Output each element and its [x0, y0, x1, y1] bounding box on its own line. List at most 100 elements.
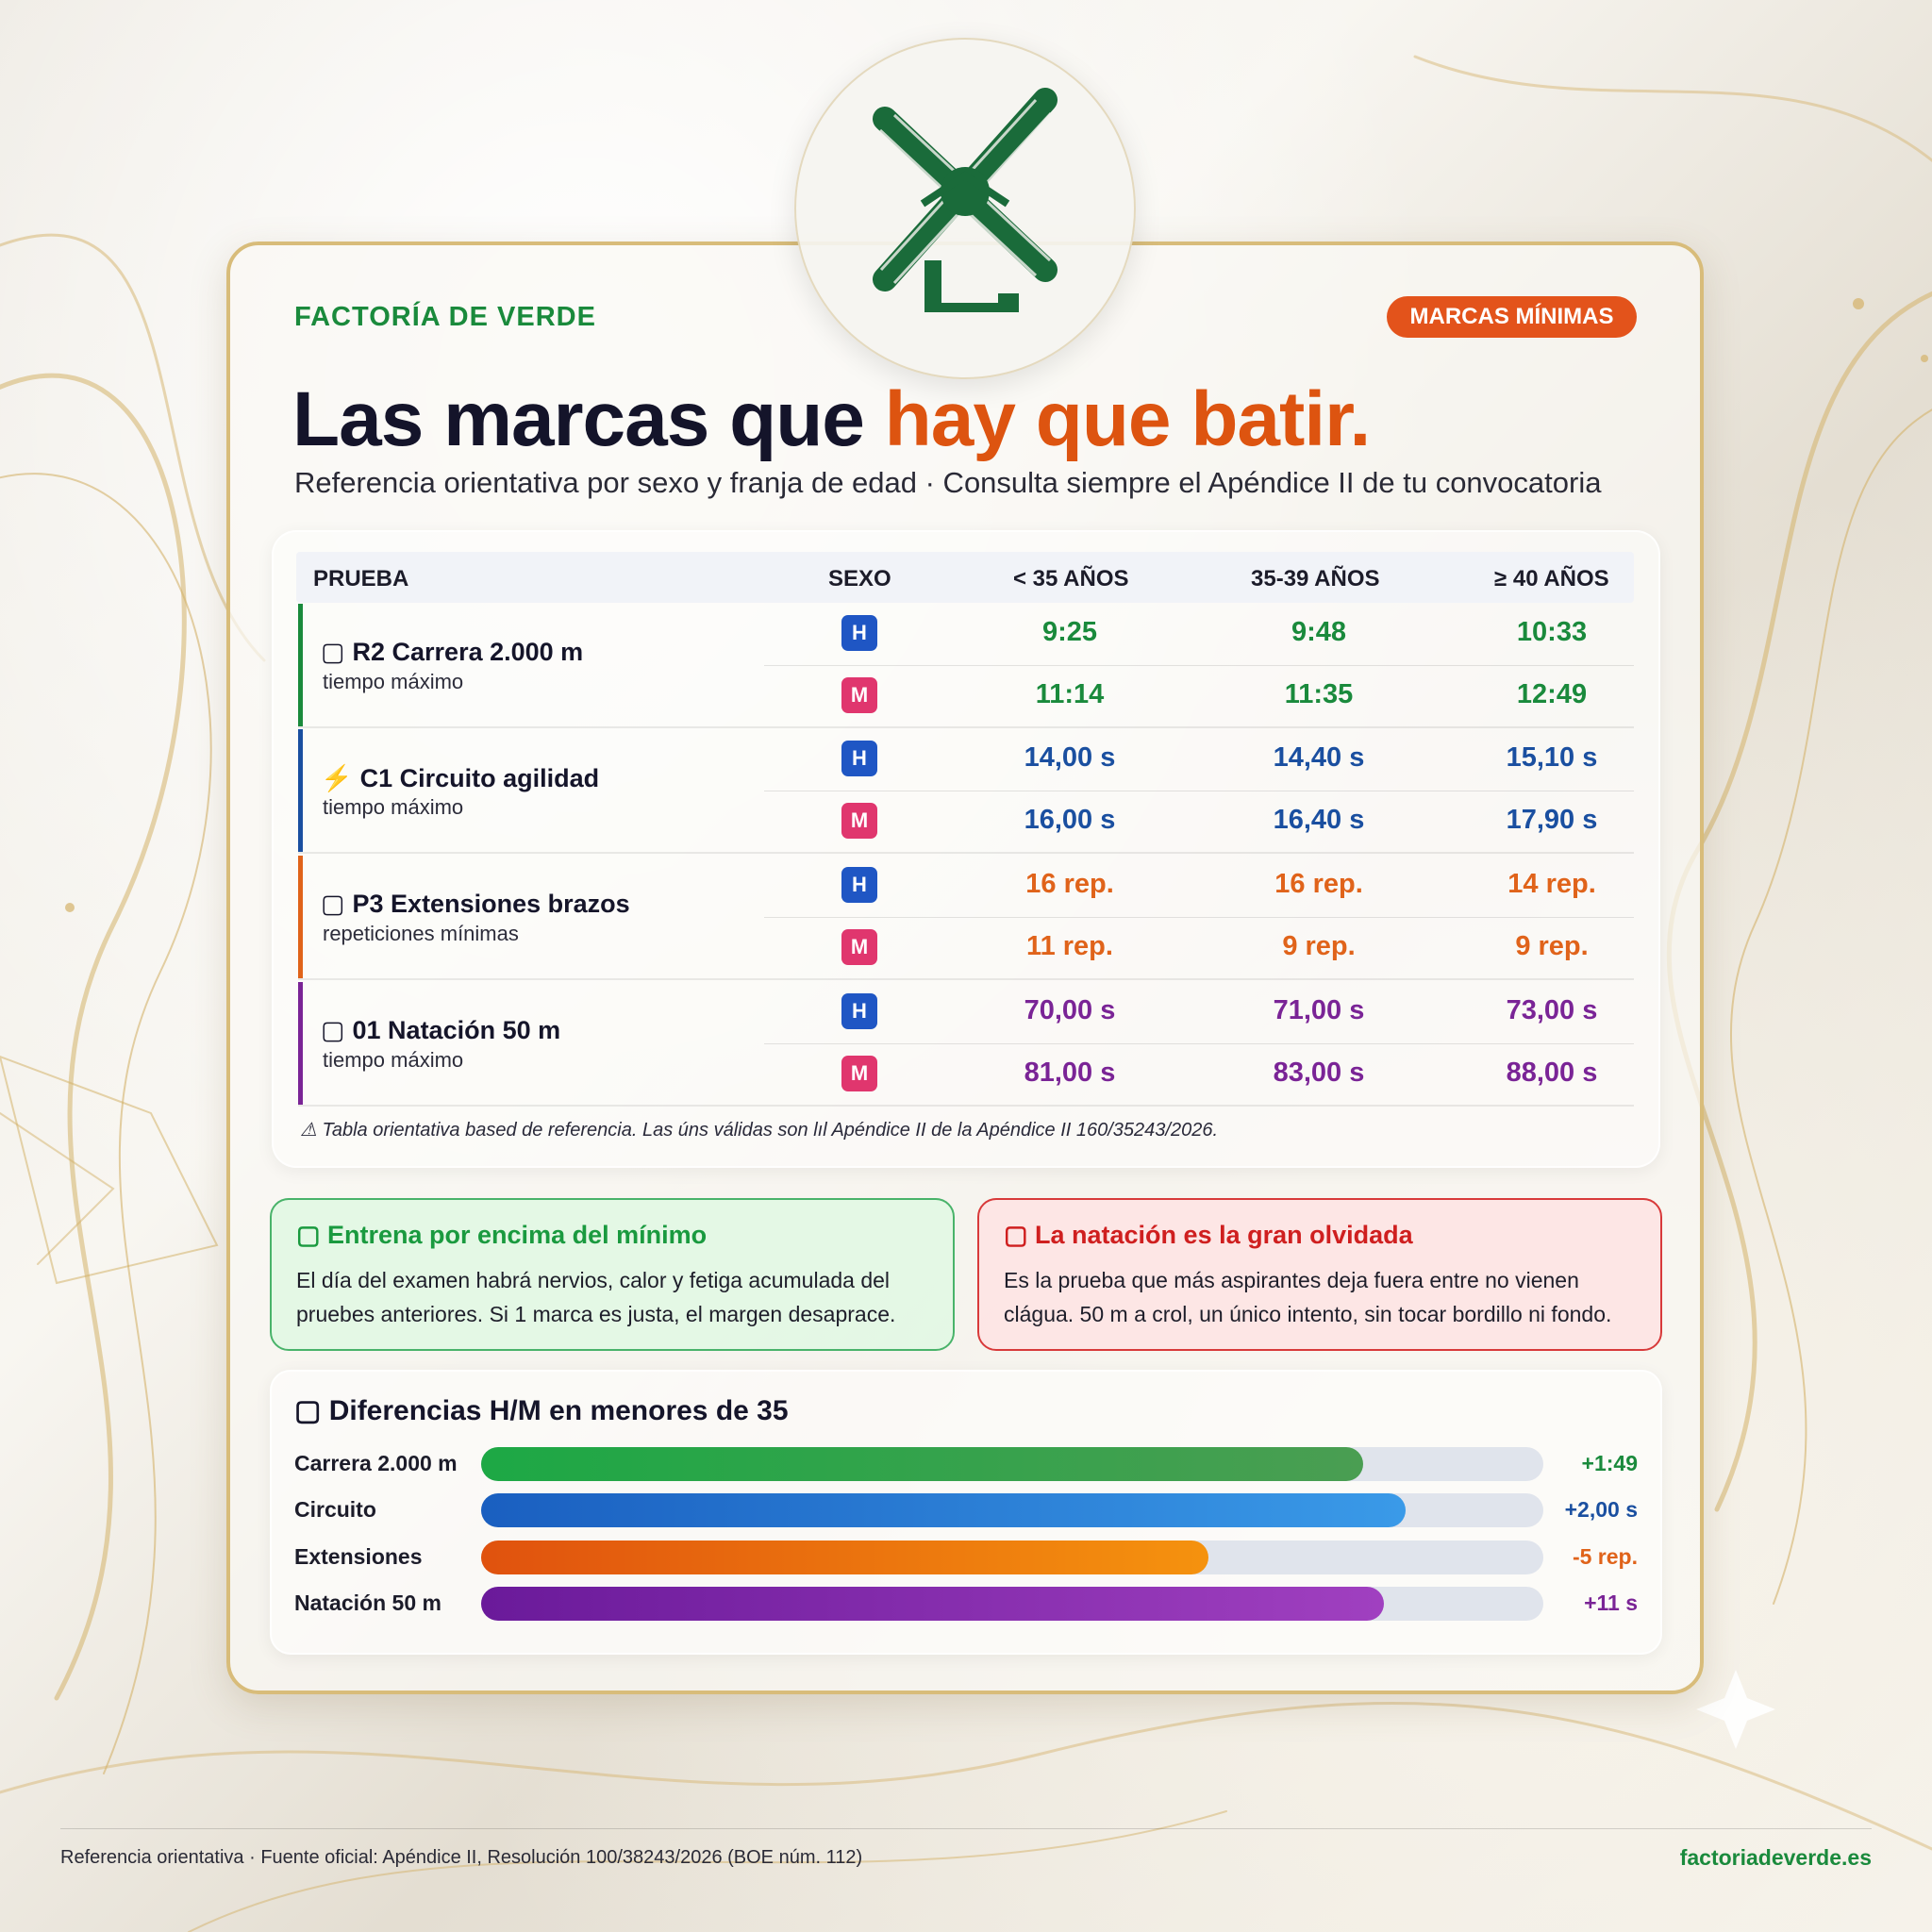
sparkle-icon — [1696, 1670, 1775, 1749]
sex-badge-female: M — [841, 677, 877, 713]
group-divider — [298, 1105, 1634, 1107]
row-divider — [764, 1043, 1634, 1044]
sex-badge-male: H — [841, 615, 877, 651]
difference-row: Natación 50 m +11 s — [294, 1585, 1638, 1623]
differences-icon: ▢ — [294, 1395, 329, 1426]
table-header: PRUEBA SEXO < 35 AÑOS 35-39 AÑOS ≥ 40 AÑ… — [296, 552, 1634, 603]
mark-value: 12:49 — [1516, 679, 1588, 709]
mark-value: 70,00 s — [1024, 995, 1116, 1025]
sex-badge-female: M — [841, 1056, 877, 1091]
footer-source: Referencia orientativa · Fuente oficial:… — [60, 1847, 863, 1868]
table-group: ▢ 01 Natación 50 m tiempo máximo H 70,00 s 71… — [298, 982, 1634, 1107]
difference-value: +2,00 s — [1564, 1497, 1638, 1522]
page-subtitle: Referencia orientativa por sexo y franja… — [294, 466, 1602, 499]
mark-value: 88,00 s — [1506, 1058, 1598, 1088]
row-divider — [764, 917, 1634, 918]
footer-divider — [60, 1828, 1872, 1829]
difference-fill — [481, 1587, 1384, 1621]
difference-row: Extensiones -5 rep. — [294, 1539, 1638, 1576]
sex-badge-male: H — [841, 741, 877, 776]
tip-body: Es la prueba que más aspirantes deja fue… — [1004, 1268, 1612, 1326]
difference-row: Carrera 2.000 m +1:49 — [294, 1445, 1638, 1483]
header-sexo: SEXO — [828, 566, 891, 591]
header-under-35: < 35 AÑOS — [1013, 566, 1129, 591]
mark-value: 9 rep. — [1515, 931, 1589, 961]
group-color-bar — [298, 982, 303, 1105]
mark-value: 17,90 s — [1506, 805, 1598, 835]
difference-track — [481, 1541, 1543, 1574]
mark-value: 16,00 s — [1024, 805, 1116, 835]
test-criterion: repeticiones mínimas — [323, 922, 519, 945]
difference-fill — [481, 1447, 1363, 1481]
difference-fill — [481, 1493, 1406, 1527]
brand-name: FACTORÍA DE VERDE — [294, 302, 596, 332]
difference-track — [481, 1447, 1543, 1481]
test-criterion: tiempo máximo — [323, 670, 464, 693]
mark-value: 16 rep. — [1274, 869, 1363, 899]
tip-swimming-forgotten: ▢ La natación es la gran olvidada Es la … — [977, 1198, 1662, 1351]
marks-table-panel — [272, 530, 1660, 1168]
difference-track — [481, 1587, 1543, 1621]
header-35-39: 35-39 AÑOS — [1251, 566, 1380, 591]
difference-track — [481, 1493, 1543, 1527]
tip-body: El día del examen habrá nervios, calor y… — [296, 1268, 896, 1326]
sex-badge-female: M — [841, 803, 877, 839]
windmill-logo — [794, 38, 1136, 379]
group-color-bar — [298, 856, 303, 978]
difference-value: -5 rep. — [1572, 1544, 1638, 1569]
difference-label: Carrera 2.000 m — [294, 1451, 458, 1475]
mark-value: 16,40 s — [1273, 805, 1365, 835]
tip-train-above-minimum: ▢ Entrena por encima del mínimo El día d… — [270, 1198, 955, 1351]
sex-badge-male: H — [841, 993, 877, 1029]
header-40-plus: ≥ 40 AÑOS — [1494, 566, 1609, 591]
difference-label: Circuito — [294, 1497, 376, 1522]
test-criterion: tiempo máximo — [323, 1048, 464, 1072]
mark-value: 14,40 s — [1273, 742, 1365, 773]
mark-value: 11:35 — [1284, 679, 1354, 709]
difference-value: +11 s — [1584, 1591, 1638, 1615]
mark-value: 14 rep. — [1507, 869, 1596, 899]
mark-value: 15,10 s — [1506, 742, 1598, 773]
group-divider — [298, 852, 1634, 854]
group-divider — [298, 978, 1634, 980]
tip-title: ▢ La natación es la gran olvidada — [1004, 1221, 1413, 1249]
mark-value: 14,00 s — [1024, 742, 1116, 773]
footer-website-link[interactable]: factoriadeverde.es — [1679, 1845, 1872, 1870]
windmill-logo-icon — [873, 88, 1058, 312]
table-disclaimer: ⚠ Tabla orientativa based de referencia.… — [300, 1120, 1219, 1141]
sex-badge-female: M — [841, 929, 877, 965]
test-name: ▢ 01 Natación 50 m — [321, 1016, 561, 1044]
mark-value: 16 rep. — [1025, 869, 1114, 899]
tip-icon: ▢ — [1004, 1221, 1036, 1249]
mark-value: 83,00 s — [1273, 1058, 1365, 1088]
page-title: Las marcas que hay que batir. — [292, 375, 1372, 464]
table-group: ▢ R2 Carrera 2.000 m tiempo máximo H 9:25 9:4… — [298, 604, 1634, 728]
difference-label: Extensiones — [294, 1544, 423, 1569]
test-icon: ▢ — [321, 890, 345, 918]
difference-value: +1:49 — [1581, 1451, 1638, 1475]
test-icon: ▢ — [321, 638, 345, 666]
mark-value: 81,00 s — [1024, 1058, 1116, 1088]
mark-value: 11:14 — [1035, 679, 1105, 709]
group-color-bar — [298, 604, 303, 726]
test-name: ▢ R2 Carrera 2.000 m — [321, 638, 584, 666]
mark-value: 73,00 s — [1506, 995, 1598, 1025]
sex-badge-male: H — [841, 867, 877, 903]
category-badge: MARCAS MÍNIMAS — [1387, 296, 1637, 338]
mark-value: 9:25 — [1041, 617, 1098, 647]
table-group: ▢ P3 Extensiones brazos repeticiones mínim… — [298, 856, 1634, 980]
mark-value: 9 rep. — [1282, 931, 1356, 961]
mark-value: 9:48 — [1291, 617, 1347, 647]
header-prueba: PRUEBA — [313, 566, 409, 591]
group-divider — [298, 726, 1634, 728]
title-accent: hay que batir. — [884, 376, 1372, 462]
test-criterion: tiempo máximo — [323, 795, 464, 819]
mark-value: 71,00 s — [1273, 995, 1365, 1025]
tip-title: ▢ Entrena por encima del mínimo — [296, 1221, 708, 1249]
row-divider — [764, 665, 1634, 666]
differences-title: ▢ Diferencias H/M en menores de 35 — [294, 1395, 789, 1426]
difference-row: Circuito +2,00 s — [294, 1491, 1638, 1529]
group-color-bar — [298, 729, 303, 852]
difference-label: Natación 50 m — [294, 1591, 441, 1615]
